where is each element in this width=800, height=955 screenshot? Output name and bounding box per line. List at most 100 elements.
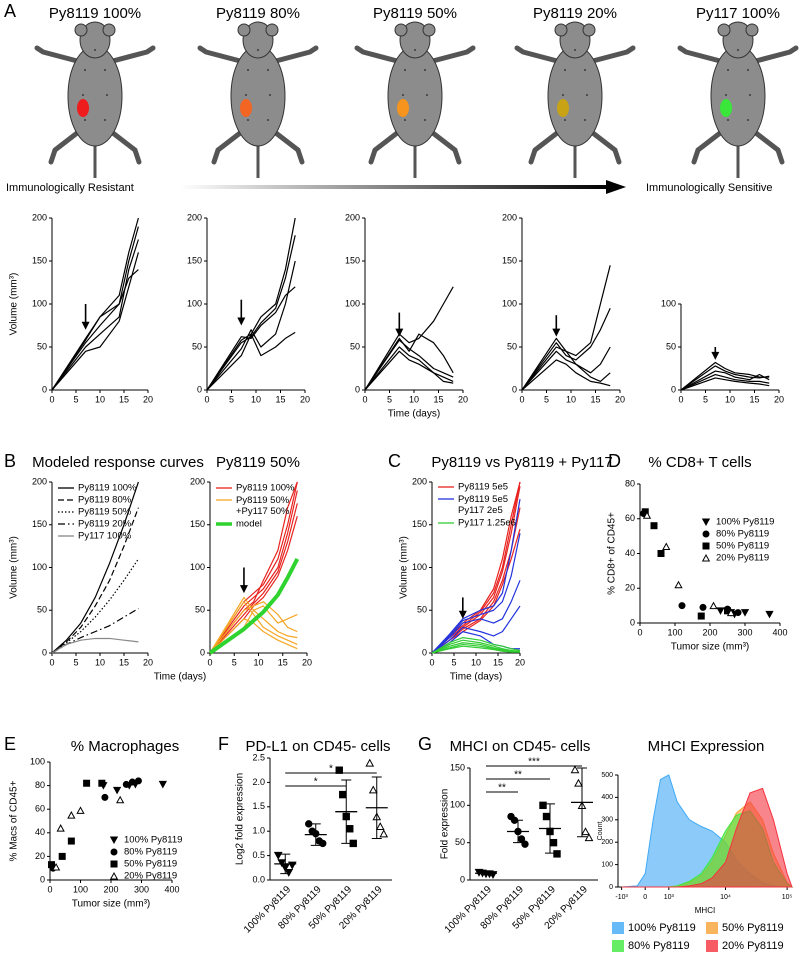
y-axis-label: Volume (mm³) [399,536,410,599]
panel-label: A [4,1,16,21]
x-axis-label: MHCI [695,906,715,915]
chart-title: Py8119 20% [533,5,617,22]
legend-swatch [109,836,119,845]
tumor [397,99,409,117]
arrowhead [237,317,246,326]
point [662,542,671,551]
chart-title: % Macrophages [71,738,179,755]
chart-title: Modeled response curves [32,454,204,471]
y-tick-label: 150 [502,255,517,265]
arrowhead [458,610,467,619]
legend-label: 50% Py8119 [722,922,784,934]
mouse-ear [74,23,88,37]
mouse-ear [237,23,251,37]
x-axis-label: Tumor size (mm³) [72,899,151,910]
x-tick-label: 20 [458,394,468,404]
point [553,850,561,858]
x-tick-label: 10 [95,394,105,404]
x-tick-label: 5 [544,394,549,404]
mouse-limb [691,127,785,165]
y-axis-label: Volume (mm³) [9,536,20,599]
x-tick-label: 10 [409,394,419,404]
point [574,778,583,787]
legend-label: 20% Py8119 [124,871,177,882]
point [67,811,76,819]
line [364,350,454,391]
legend-swatch [110,860,118,868]
mouse-dot [106,94,108,96]
point [346,825,354,833]
tumor [557,99,569,117]
legend-label: 80% Py8119 [124,847,177,858]
error-bar [310,823,321,846]
x-tick-label: 10 [253,657,263,667]
legend-swatch [109,871,119,880]
mouse-ear [102,23,116,37]
mouse-ear [745,23,759,37]
x-tick-label: 5 [703,394,708,404]
legend-label: 50% Py8119 [124,859,177,870]
y-tick-label: 0 [197,384,202,394]
legend-swatch [701,518,711,527]
x-tick-label: 10⁴ [720,894,731,901]
x-tick-label: 10 [725,394,735,404]
y-tick-label: 200 [32,476,47,486]
arrowhead [81,321,90,330]
y-tick-label: 0.5 [252,850,265,860]
point [67,837,75,845]
line [51,507,139,654]
point [365,758,375,767]
x-tick-label: 20 [143,394,153,404]
y-tick-label: 60 [35,804,45,814]
x-tick-label: 0 [49,657,54,667]
line [51,608,139,654]
line [431,507,521,654]
legend-label: 80% Py8119 [716,529,769,540]
line [431,637,521,654]
y-tick-label: 50 [37,605,47,615]
mouse-dot [426,94,428,96]
point [765,610,774,619]
point [379,829,389,838]
y-tick-label: 150 [187,255,202,265]
x-tick-label: 20 [300,394,310,404]
point [335,766,343,774]
point [273,851,283,860]
x-tick-label: 5 [451,657,456,667]
mouse-dot [245,94,247,96]
y-tick-label: 50 [192,341,202,351]
x-tick-label: 15 [749,394,759,404]
y-tick-label: 0 [42,647,47,657]
point [128,778,136,786]
legend-swatch [110,848,118,856]
mouse-dot [94,49,96,51]
y-tick-label: 60 [625,513,635,523]
mouse-limb [514,45,636,65]
x-tick-label: 15 [119,394,129,404]
mouse-limb [368,127,462,165]
mouse-dot [424,119,426,121]
mouse-dot [104,69,106,71]
y-axis-label: Count [597,822,604,841]
x-tick-label: 100 [73,884,88,894]
panel-label: C [388,451,401,471]
x-tick-label: 400 [164,884,179,894]
legend-label: 20% Py8119 [716,553,769,564]
line [206,331,296,391]
y-tick-label: 0 [200,647,205,657]
arrowhead [606,180,626,194]
x-tick-label: 5 [387,394,392,404]
point [101,793,109,801]
x-tick-label: 20 [302,657,312,667]
mouse-dot [727,69,729,71]
x-tick-label: 15 [590,394,600,404]
mouse-dot [747,119,749,121]
x-tick-label: 20 [143,657,153,667]
mouse-dot [267,69,269,71]
y-tick-label: 100 [187,298,202,308]
point [287,861,297,870]
point [319,839,327,848]
line [521,308,611,391]
mouse-head [242,21,274,59]
y-tick-label: 300 [601,817,613,824]
